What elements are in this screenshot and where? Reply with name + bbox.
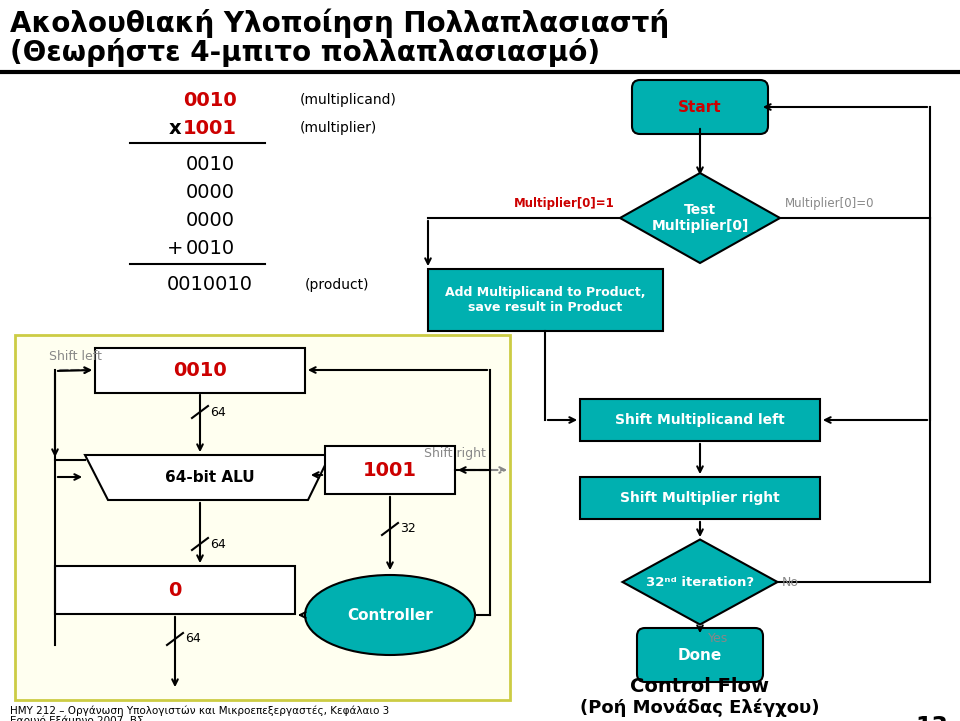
Text: 64: 64 [210, 537, 226, 551]
Text: Shift left: Shift left [49, 350, 102, 363]
Text: Test
Multiplier[0]: Test Multiplier[0] [651, 203, 749, 233]
Text: (multiplicand): (multiplicand) [300, 93, 396, 107]
Polygon shape [85, 455, 330, 500]
Text: Start: Start [678, 99, 722, 115]
Bar [95, 348, 305, 393]
Polygon shape [620, 173, 780, 263]
Text: Shift right: Shift right [424, 448, 486, 461]
Text: Control Flow: Control Flow [631, 678, 770, 696]
Text: 64-bit ALU: 64-bit ALU [165, 469, 254, 485]
Bar [325, 446, 455, 494]
Ellipse shape [305, 575, 475, 655]
Text: 0010: 0010 [185, 239, 234, 259]
Text: Shift Multiplier right: Shift Multiplier right [620, 491, 780, 505]
Text: 64: 64 [185, 632, 201, 645]
Text: ΗΜΥ 212 – Οργάνωση Υπολογιστών και Μικροεπεξεργαστές, Κεφάλαιο 3: ΗΜΥ 212 – Οργάνωση Υπολογιστών και Μικρο… [10, 705, 389, 715]
Text: Multiplier[0]=0: Multiplier[0]=0 [785, 197, 875, 210]
Bar [580, 477, 820, 519]
Text: 0010010: 0010010 [167, 275, 253, 294]
Polygon shape [622, 539, 778, 624]
Text: 1001: 1001 [183, 118, 237, 138]
Text: Ακολουθιακή Υλοποίηση Πολλαπλασιαστή: Ακολουθιακή Υλοποίηση Πολλαπλασιαστή [10, 8, 669, 37]
FancyBboxPatch shape [632, 80, 768, 134]
Text: x: x [169, 118, 181, 138]
Text: Add Multiplicand to Product,
save result in Product: Add Multiplicand to Product, save result… [444, 286, 645, 314]
Text: (product): (product) [305, 278, 370, 292]
Bar [580, 399, 820, 441]
Text: Εαρινό Εξάμηνο 2007, ΒΣ: Εαρινό Εξάμηνο 2007, ΒΣ [10, 715, 143, 721]
Text: 0000: 0000 [185, 184, 234, 203]
Bar [15, 335, 510, 700]
Text: Multiplier[0]=1: Multiplier[0]=1 [515, 197, 615, 210]
Text: 0010: 0010 [183, 91, 237, 110]
Text: Yes: Yes [708, 632, 729, 645]
Text: 1001: 1001 [363, 461, 417, 479]
Bar [55, 566, 295, 614]
Text: 13: 13 [915, 715, 948, 721]
Text: Controller: Controller [348, 608, 433, 622]
Text: 32: 32 [400, 523, 416, 536]
Text: 64: 64 [210, 405, 226, 418]
Text: (Θεωρήστε 4-μπιτο πολλαπλασιασμό): (Θεωρήστε 4-μπιτο πολλαπλασιασμό) [10, 38, 600, 67]
Text: 32ⁿᵈ iteration?: 32ⁿᵈ iteration? [646, 575, 754, 588]
Text: No: No [782, 575, 799, 588]
Text: 0: 0 [168, 580, 181, 599]
Text: 0010: 0010 [185, 156, 234, 174]
Text: Done: Done [678, 647, 722, 663]
Text: +: + [167, 239, 183, 259]
Text: 0000: 0000 [185, 211, 234, 231]
Text: Shift Multiplicand left: Shift Multiplicand left [615, 413, 785, 427]
Text: 0010: 0010 [173, 360, 227, 379]
Text: (Ροή Μονάδας Ελέγχου): (Ροή Μονάδας Ελέγχου) [580, 699, 820, 717]
Bar [428, 269, 663, 331]
FancyBboxPatch shape [637, 628, 763, 682]
Text: (multiplier): (multiplier) [300, 121, 377, 135]
